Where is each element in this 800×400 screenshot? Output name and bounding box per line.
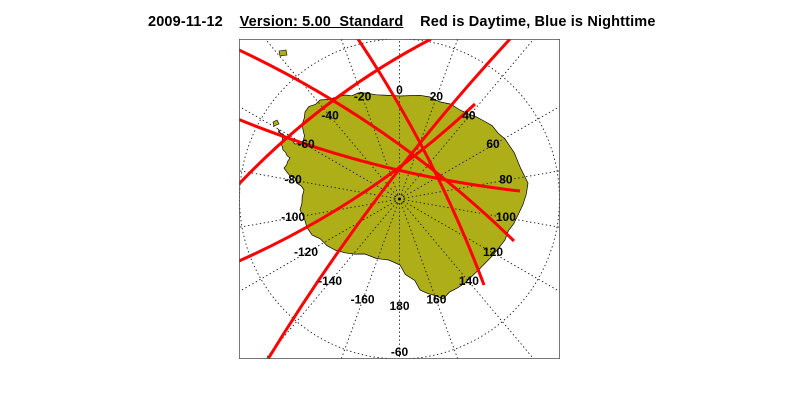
svg-text:80: 80	[499, 172, 513, 186]
svg-text:-60: -60	[297, 137, 315, 151]
svg-text:180: 180	[389, 299, 409, 313]
svg-text:-160: -160	[351, 293, 375, 307]
svg-text:120: 120	[483, 245, 503, 259]
svg-text:60: 60	[486, 137, 500, 151]
svg-text:0: 0	[396, 83, 403, 97]
svg-text:100: 100	[496, 210, 516, 224]
svg-text:-80: -80	[284, 172, 302, 186]
svg-text:-20: -20	[354, 90, 372, 104]
svg-text:160: 160	[426, 293, 446, 307]
svg-text:-140: -140	[318, 274, 342, 288]
svg-text:140: 140	[459, 274, 479, 288]
svg-text:-60: -60	[391, 345, 409, 359]
svg-text:40: 40	[462, 108, 476, 122]
svg-text:-120: -120	[294, 245, 318, 259]
svg-text:-40: -40	[321, 108, 339, 122]
svg-text:-100: -100	[281, 210, 305, 224]
svg-text:20: 20	[430, 90, 444, 104]
